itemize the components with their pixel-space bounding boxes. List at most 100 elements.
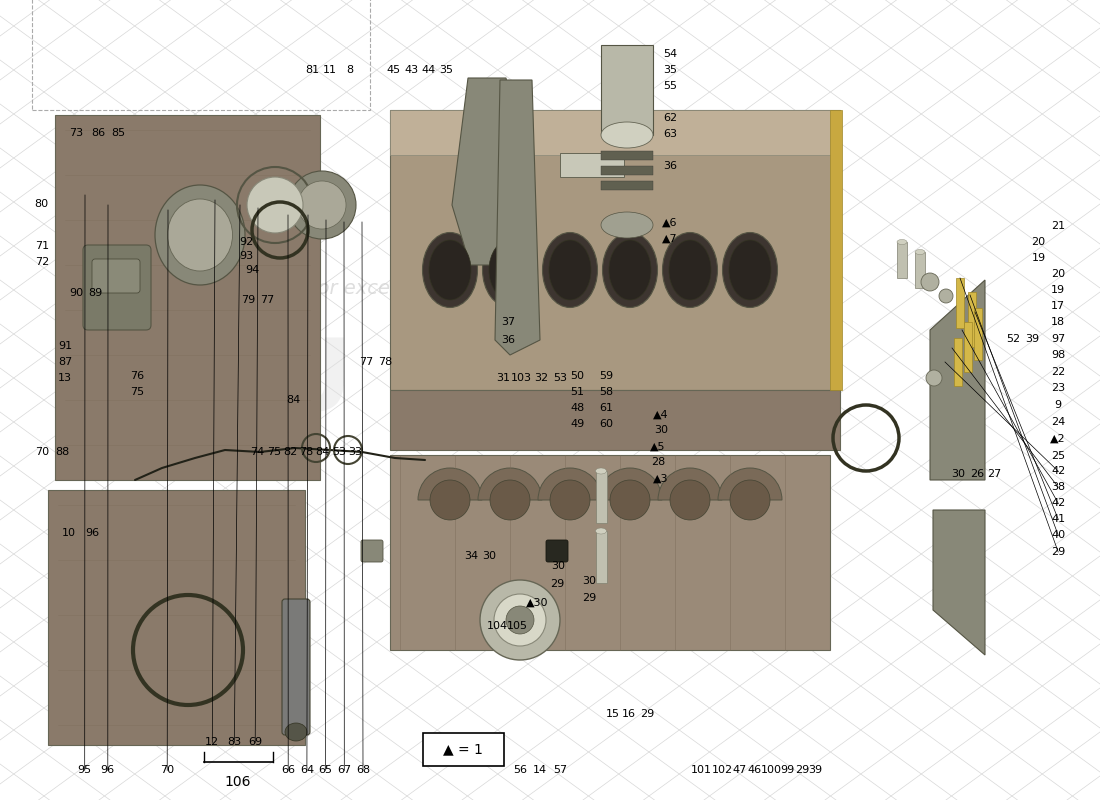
Ellipse shape xyxy=(669,240,711,300)
Text: 48: 48 xyxy=(571,403,584,413)
Text: 34: 34 xyxy=(464,551,477,561)
Ellipse shape xyxy=(595,468,606,474)
Circle shape xyxy=(490,480,530,520)
Text: 35: 35 xyxy=(663,66,676,75)
Circle shape xyxy=(248,177,302,233)
Text: 11: 11 xyxy=(323,66,337,75)
Text: 81: 81 xyxy=(306,66,319,75)
Wedge shape xyxy=(538,468,602,500)
Text: 54: 54 xyxy=(663,50,676,59)
Text: 105: 105 xyxy=(506,621,528,630)
FancyBboxPatch shape xyxy=(422,734,504,766)
Bar xyxy=(974,308,982,360)
Text: 77: 77 xyxy=(360,357,373,366)
Text: 25: 25 xyxy=(1052,451,1065,461)
Bar xyxy=(596,531,607,583)
Text: 17: 17 xyxy=(1052,302,1065,311)
Text: 46: 46 xyxy=(748,766,761,775)
Text: 44: 44 xyxy=(422,66,436,75)
Circle shape xyxy=(430,480,470,520)
Text: 98: 98 xyxy=(1052,350,1065,360)
Text: 94: 94 xyxy=(245,266,258,275)
Polygon shape xyxy=(55,115,320,480)
Text: 32: 32 xyxy=(535,373,548,382)
Text: 30: 30 xyxy=(583,576,596,586)
Text: 78: 78 xyxy=(378,357,392,366)
Circle shape xyxy=(730,480,770,520)
Wedge shape xyxy=(478,468,542,500)
Text: 12: 12 xyxy=(206,738,219,747)
Polygon shape xyxy=(933,510,984,655)
Text: 95: 95 xyxy=(78,766,91,775)
FancyBboxPatch shape xyxy=(92,259,140,293)
Text: 97: 97 xyxy=(1052,334,1065,344)
Ellipse shape xyxy=(723,233,778,307)
Text: ▲30: ▲30 xyxy=(526,598,548,607)
Circle shape xyxy=(921,273,939,291)
Text: 101: 101 xyxy=(691,766,713,775)
Text: 75: 75 xyxy=(267,447,280,457)
Text: a passion for excellence: a passion for excellence xyxy=(212,278,448,298)
Text: 19: 19 xyxy=(1052,285,1065,294)
Bar xyxy=(968,292,976,347)
Circle shape xyxy=(480,580,560,660)
Text: 103: 103 xyxy=(510,373,532,382)
Text: ▲2: ▲2 xyxy=(1050,434,1066,443)
Text: 26: 26 xyxy=(970,470,983,479)
Ellipse shape xyxy=(915,250,925,254)
Ellipse shape xyxy=(595,528,606,534)
Text: 53: 53 xyxy=(332,447,345,457)
Bar xyxy=(596,471,607,523)
Text: 20: 20 xyxy=(1032,237,1045,246)
Text: 84: 84 xyxy=(316,447,329,457)
Text: 21: 21 xyxy=(1052,221,1065,230)
Text: 33: 33 xyxy=(349,447,362,457)
Text: 93: 93 xyxy=(240,251,253,261)
Bar xyxy=(32,0,370,110)
Ellipse shape xyxy=(167,199,232,271)
Ellipse shape xyxy=(662,233,717,307)
Text: 99: 99 xyxy=(781,766,794,775)
Polygon shape xyxy=(495,80,540,355)
Text: 51: 51 xyxy=(571,387,584,397)
Text: ▲4: ▲4 xyxy=(653,410,669,419)
Text: 75: 75 xyxy=(131,387,144,397)
Ellipse shape xyxy=(422,233,477,307)
Text: 47: 47 xyxy=(733,766,746,775)
Ellipse shape xyxy=(603,233,658,307)
Text: ECU: ECU xyxy=(131,335,353,433)
Text: 70: 70 xyxy=(161,766,174,775)
Text: 84: 84 xyxy=(287,395,300,405)
Text: 83: 83 xyxy=(228,738,241,747)
Text: 58: 58 xyxy=(600,387,613,397)
Circle shape xyxy=(670,480,710,520)
Circle shape xyxy=(926,370,942,386)
Text: 37: 37 xyxy=(502,317,515,326)
Ellipse shape xyxy=(429,240,471,300)
Text: ▲3: ▲3 xyxy=(653,474,669,483)
Text: 40: 40 xyxy=(1052,530,1065,540)
Bar xyxy=(601,45,653,135)
Bar xyxy=(896,242,907,278)
Text: ▲5: ▲5 xyxy=(650,442,666,451)
Text: 65: 65 xyxy=(319,766,332,775)
Text: 89: 89 xyxy=(89,288,102,298)
Text: 50: 50 xyxy=(571,371,584,381)
Text: 53: 53 xyxy=(553,373,566,382)
Text: 57: 57 xyxy=(553,766,566,775)
Wedge shape xyxy=(658,468,722,500)
Text: 73: 73 xyxy=(69,128,82,138)
Text: 8: 8 xyxy=(346,66,353,75)
Text: 63: 63 xyxy=(663,130,676,139)
Text: 67: 67 xyxy=(338,766,351,775)
Polygon shape xyxy=(390,390,840,450)
Text: 9: 9 xyxy=(1055,400,1061,410)
Bar xyxy=(830,110,842,390)
Text: 29: 29 xyxy=(795,766,808,775)
Text: 23: 23 xyxy=(1052,383,1065,393)
Text: 10: 10 xyxy=(63,528,76,538)
Wedge shape xyxy=(718,468,782,500)
Text: 27: 27 xyxy=(988,470,1001,479)
Polygon shape xyxy=(390,455,830,650)
Bar xyxy=(601,181,653,190)
